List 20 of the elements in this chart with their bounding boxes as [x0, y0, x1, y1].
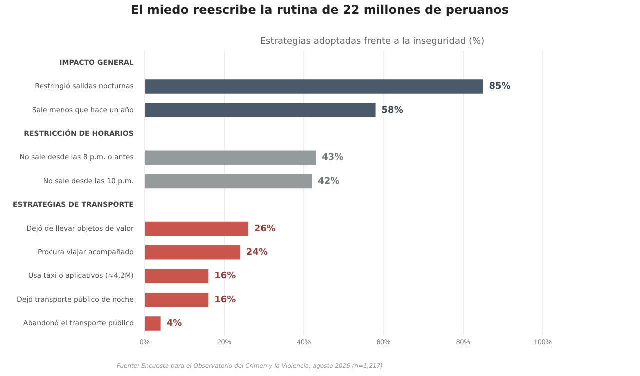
data-label: 43%: [322, 153, 344, 164]
bar: [145, 316, 161, 331]
bar: [145, 150, 316, 165]
bar: [145, 103, 376, 118]
bar: [145, 80, 484, 94]
data-label: 16%: [214, 272, 236, 282]
bar: [145, 222, 248, 236]
chart-title: El miedo reescribe la rutina de 22 millones de peruanos: [130, 3, 510, 17]
bar: [145, 269, 209, 284]
data-label: 42%: [318, 176, 340, 187]
bar: [145, 174, 312, 189]
bar: [145, 246, 240, 260]
data-label: 16%: [214, 295, 236, 306]
data-label: 4%: [166, 319, 182, 330]
chart-subtitle: Estrategias adoptadas frente a la inseguridad (%): [259, 37, 486, 47]
bar: [145, 292, 209, 308]
data-label: 58%: [382, 106, 404, 116]
data-label: 24%: [246, 248, 268, 258]
data-label: 26%: [254, 224, 276, 234]
data-label: 85%: [489, 82, 511, 92]
